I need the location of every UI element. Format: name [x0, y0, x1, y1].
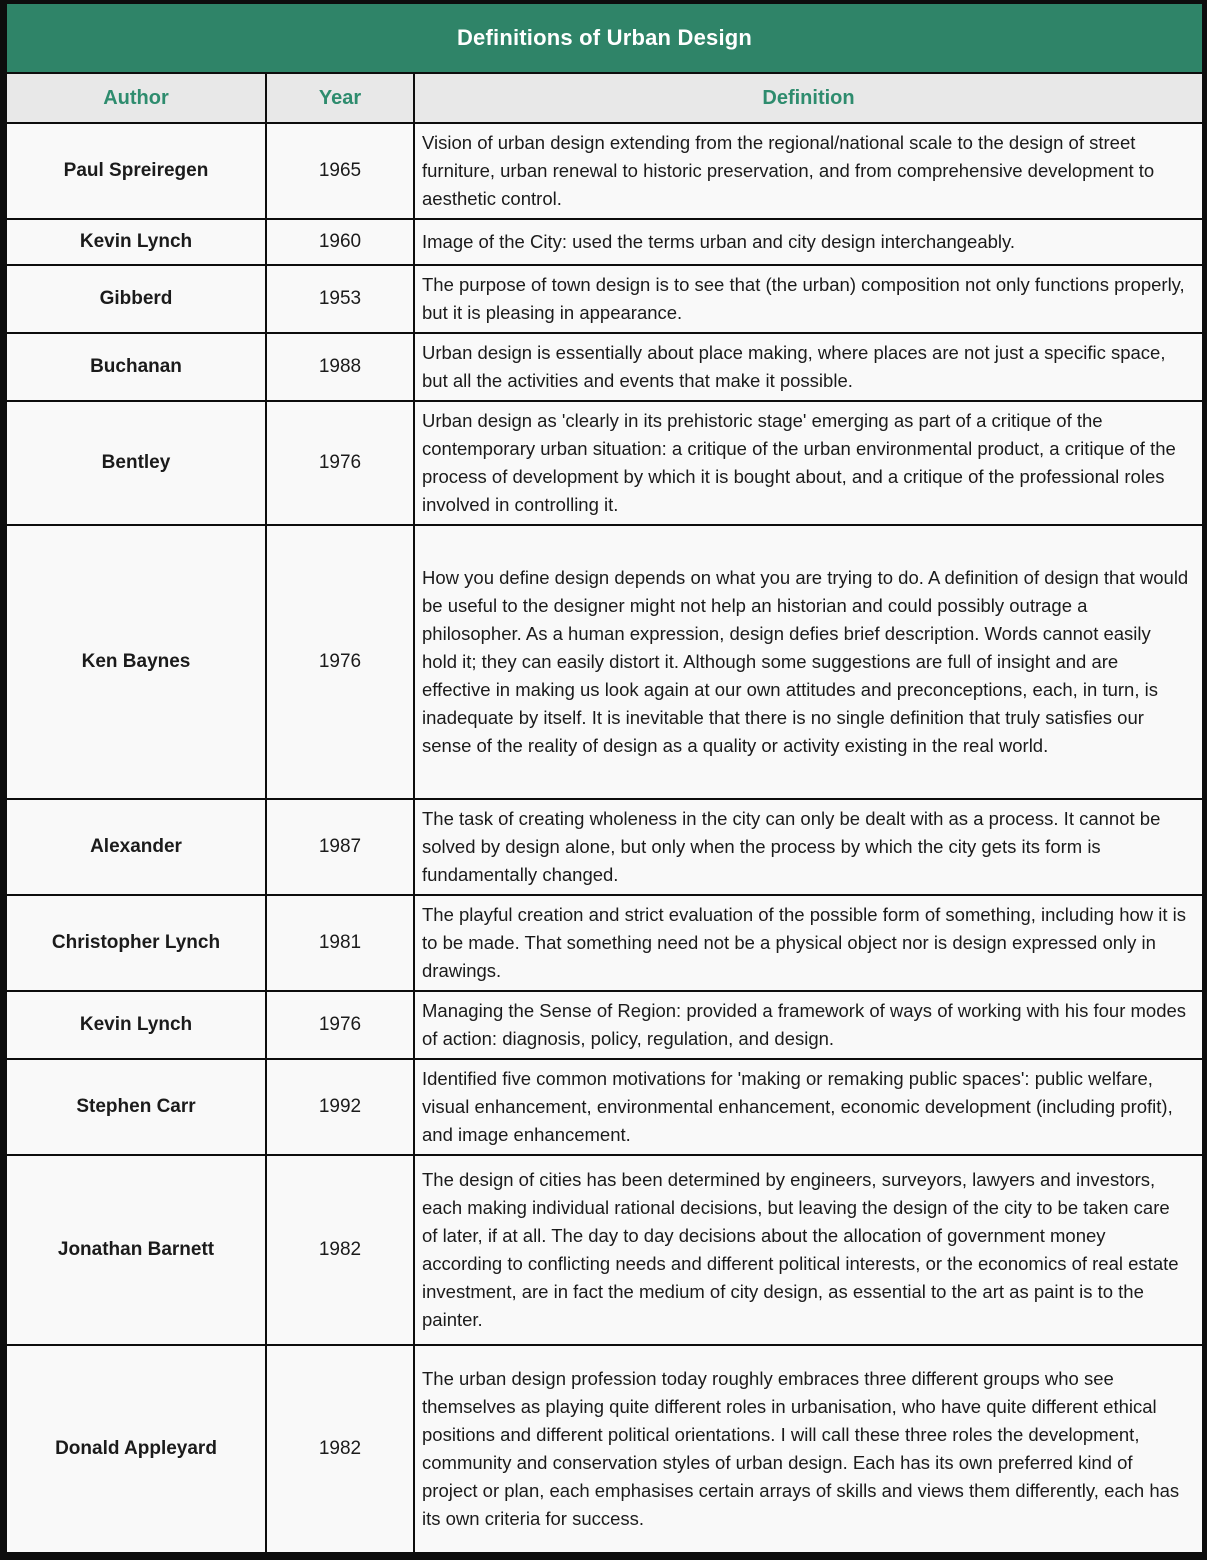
definition-cell: Urban design is essentially about place …	[415, 334, 1202, 400]
author-cell: Bentley	[7, 402, 265, 524]
year-cell: 1960	[267, 220, 413, 264]
definition-cell: The urban design profession today roughl…	[415, 1346, 1202, 1552]
year-cell: 1976	[267, 526, 413, 798]
author-cell: Christopher Lynch	[7, 896, 265, 990]
year-cell: 1982	[267, 1346, 413, 1552]
author-cell: Kevin Lynch	[7, 992, 265, 1058]
year-cell: 1988	[267, 334, 413, 400]
author-cell: Jonathan Barnett	[7, 1156, 265, 1344]
author-cell: Buchanan	[7, 334, 265, 400]
author-cell: Gibberd	[7, 266, 265, 332]
table-title-bar: Definitions of Urban Design	[7, 4, 1202, 72]
column-header-year: Year	[267, 74, 413, 122]
year-cell: 1987	[267, 800, 413, 894]
definition-cell: Urban design as 'clearly in its prehisto…	[415, 402, 1202, 524]
author-cell: Donald Appleyard	[7, 1346, 265, 1552]
definition-cell: Managing the Sense of Region: provided a…	[415, 992, 1202, 1058]
table-title: Definitions of Urban Design	[456, 25, 753, 50]
author-cell: Stephen Carr	[7, 1060, 265, 1154]
definition-cell: The playful creation and strict evaluati…	[415, 896, 1202, 990]
definition-cell: Image of the City: used the terms urban …	[415, 220, 1202, 264]
definition-cell: Vision of urban design extending from th…	[415, 124, 1202, 218]
author-cell: Paul Spreiregen	[7, 124, 265, 218]
year-cell: 1981	[267, 896, 413, 990]
author-cell: Alexander	[7, 800, 265, 894]
year-cell: 1976	[267, 992, 413, 1058]
definition-cell: How you define design depends on what yo…	[415, 526, 1202, 798]
definition-cell: The purpose of town design is to see tha…	[415, 266, 1202, 332]
year-cell: 1976	[267, 402, 413, 524]
year-cell: 1982	[267, 1156, 413, 1344]
definition-cell: Identified five common motivations for '…	[415, 1060, 1202, 1154]
author-cell: Ken Baynes	[7, 526, 265, 798]
author-cell: Kevin Lynch	[7, 220, 265, 264]
year-cell: 1992	[267, 1060, 413, 1154]
definition-cell: The design of cities has been determined…	[415, 1156, 1202, 1344]
column-header-author: Author	[7, 74, 265, 122]
year-cell: 1953	[267, 266, 413, 332]
column-header-definition: Definition	[415, 74, 1202, 122]
definition-cell: The task of creating wholeness in the ci…	[415, 800, 1202, 894]
year-cell: 1965	[267, 124, 413, 218]
